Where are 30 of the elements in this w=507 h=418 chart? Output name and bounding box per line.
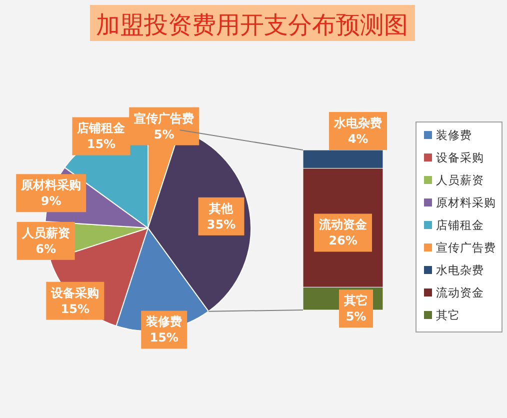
- slice-label: 原材料采购: [20, 178, 82, 192]
- data-label: 9%: [40, 194, 62, 208]
- legend-label: 人员薪资: [436, 173, 484, 187]
- text: 其它: [344, 294, 368, 308]
- text: 流动资金: [436, 286, 484, 300]
- slice-label: 宣传广告费: [134, 111, 194, 126]
- text: 水电杂费: [334, 116, 382, 130]
- data-label: 5%: [154, 127, 174, 142]
- data-label: 4%: [348, 132, 368, 146]
- slice-label: 店铺租金: [76, 121, 126, 136]
- data-label: 15%: [150, 330, 178, 345]
- legend-label: 原材料采购: [436, 196, 496, 210]
- slice-label: 其他: [208, 201, 234, 216]
- legend-label: 设备采购: [436, 150, 484, 164]
- legend-label: 其它: [436, 308, 460, 322]
- data-label: 35%: [206, 217, 236, 232]
- legend-label: 装修费: [436, 128, 472, 142]
- slice-label: 装修费: [145, 314, 182, 329]
- chart-title: 加盟投资费用开支分布预测图: [96, 11, 408, 39]
- data-label: 6%: [36, 242, 56, 256]
- legend-label: 店铺租金: [436, 218, 484, 232]
- data-label: 15%: [60, 302, 90, 316]
- slice-label: 人员薪资: [20, 226, 70, 240]
- legend-label: 宣传广告费: [436, 240, 496, 254]
- data-label: 15%: [86, 137, 116, 152]
- series-label: 流动资金: [318, 218, 368, 232]
- data-label: 5%: [346, 310, 366, 324]
- slice-label: 设备采购: [50, 286, 100, 300]
- data-label: 26%: [328, 234, 358, 248]
- legend-label: 水电杂费: [436, 263, 484, 277]
